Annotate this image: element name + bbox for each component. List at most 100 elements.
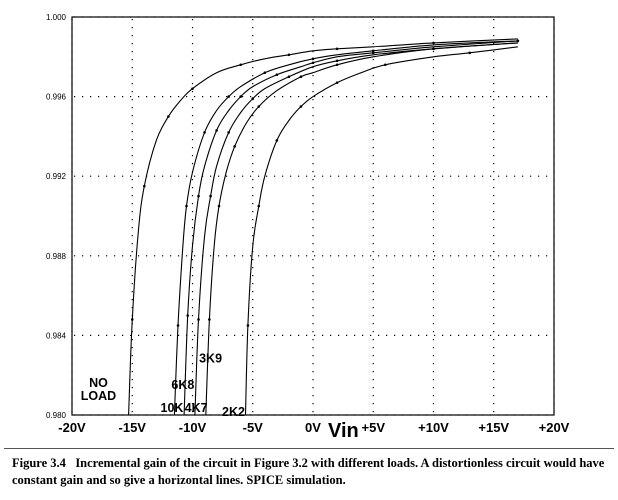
grid-dot (372, 251, 374, 253)
series-point (246, 324, 250, 327)
grid-dot (322, 175, 324, 177)
grid-dot (346, 334, 348, 336)
series-line-4k7 (194, 42, 518, 416)
grid-dot (553, 331, 555, 333)
grid-dot (553, 411, 555, 413)
grid-dot (434, 334, 436, 336)
grid-dot (432, 283, 435, 285)
grid-dot (252, 315, 254, 317)
grid-dot (432, 59, 435, 61)
grid-dot (252, 219, 254, 221)
grid-dot (378, 96, 380, 98)
grid-dot (450, 414, 452, 416)
series-point (275, 73, 279, 77)
grid-dot (312, 387, 314, 389)
grid-dot (71, 315, 73, 317)
grid-dot (312, 379, 314, 381)
grid-dot (191, 67, 194, 69)
grid-dot (432, 403, 435, 405)
grid-dot (482, 255, 484, 257)
grid-dot (553, 91, 555, 93)
grid-dot (252, 283, 254, 285)
grid-dot (71, 363, 73, 365)
grid-dot (314, 16, 316, 18)
grid-dot (426, 16, 428, 18)
grid-dot (194, 334, 196, 336)
grid-dot (493, 355, 495, 357)
grid-dot (312, 35, 314, 37)
series-line-6k8 (183, 40, 518, 416)
grid-dot (290, 414, 292, 416)
grid-dot (410, 175, 412, 177)
grid-dot (432, 227, 435, 229)
series-lines (128, 38, 520, 416)
x-tick-label: +20V (539, 420, 570, 435)
grid-dot (493, 283, 495, 285)
grid-dot (202, 334, 204, 336)
grid-dot (372, 395, 374, 397)
grid-dot (458, 255, 460, 257)
series-point (335, 81, 339, 84)
grid-dot (312, 267, 314, 269)
grid-dot (372, 339, 374, 341)
grid-dot (553, 75, 555, 77)
grid-dot (432, 251, 435, 253)
grid-dot (82, 255, 84, 257)
grid-dot (506, 414, 508, 416)
grid-dot (432, 211, 435, 213)
grid-dot (130, 16, 132, 18)
series-point (176, 324, 180, 327)
grid-dot (106, 16, 108, 18)
grid-dot (514, 175, 516, 177)
grid-dot (191, 411, 194, 413)
grid-dot (553, 147, 555, 149)
grid-dot (372, 227, 374, 229)
series-label-6k8: 6K8 (171, 378, 194, 392)
grid-dot (493, 347, 495, 349)
grid-dot (131, 27, 133, 29)
grid-dot (210, 96, 212, 98)
grid-dot (90, 175, 92, 177)
grid-dot (71, 203, 73, 205)
grid-dot (178, 96, 180, 98)
grid-dot (154, 334, 156, 336)
grid-dot (553, 259, 555, 261)
grid-dot (138, 334, 140, 336)
grid-dot (394, 255, 396, 257)
grid-dot (493, 315, 495, 317)
caption-text: Incremental gain of the circuit in Figur… (12, 456, 605, 487)
grid-dot (432, 259, 435, 261)
grid-dot (432, 155, 435, 157)
grid-dot (74, 96, 76, 98)
series-label-no-load: LOAD (81, 389, 116, 403)
series-label-2k2: 2K2 (222, 405, 245, 419)
grid-dot (242, 334, 244, 336)
grid-dot (312, 107, 314, 109)
grid-dot (314, 175, 316, 177)
series-point (516, 39, 520, 43)
grid-dot (386, 414, 388, 416)
grid-dot (432, 171, 435, 173)
grid-dot (252, 411, 254, 413)
grid-dot (71, 331, 73, 333)
grid-dot (372, 315, 374, 317)
grid-dot (74, 16, 76, 18)
grid-dot (522, 96, 524, 98)
grid-dot (71, 299, 73, 301)
series-point (197, 194, 200, 198)
grid-dot (290, 16, 292, 18)
grid-dot (98, 96, 100, 98)
grid-dot (122, 175, 124, 177)
grid-dot (346, 16, 348, 18)
grid-dot (114, 334, 116, 336)
grid-dot (306, 16, 308, 18)
grid-dot (258, 96, 260, 98)
grid-dot (90, 334, 92, 336)
grid-dot (162, 255, 164, 257)
grid-dot (330, 16, 332, 18)
grid-dot (482, 414, 484, 416)
grid-dot (146, 96, 148, 98)
series-label-10k: 10K (161, 401, 184, 415)
grid-dot (490, 414, 492, 416)
grid-dot (338, 334, 340, 336)
